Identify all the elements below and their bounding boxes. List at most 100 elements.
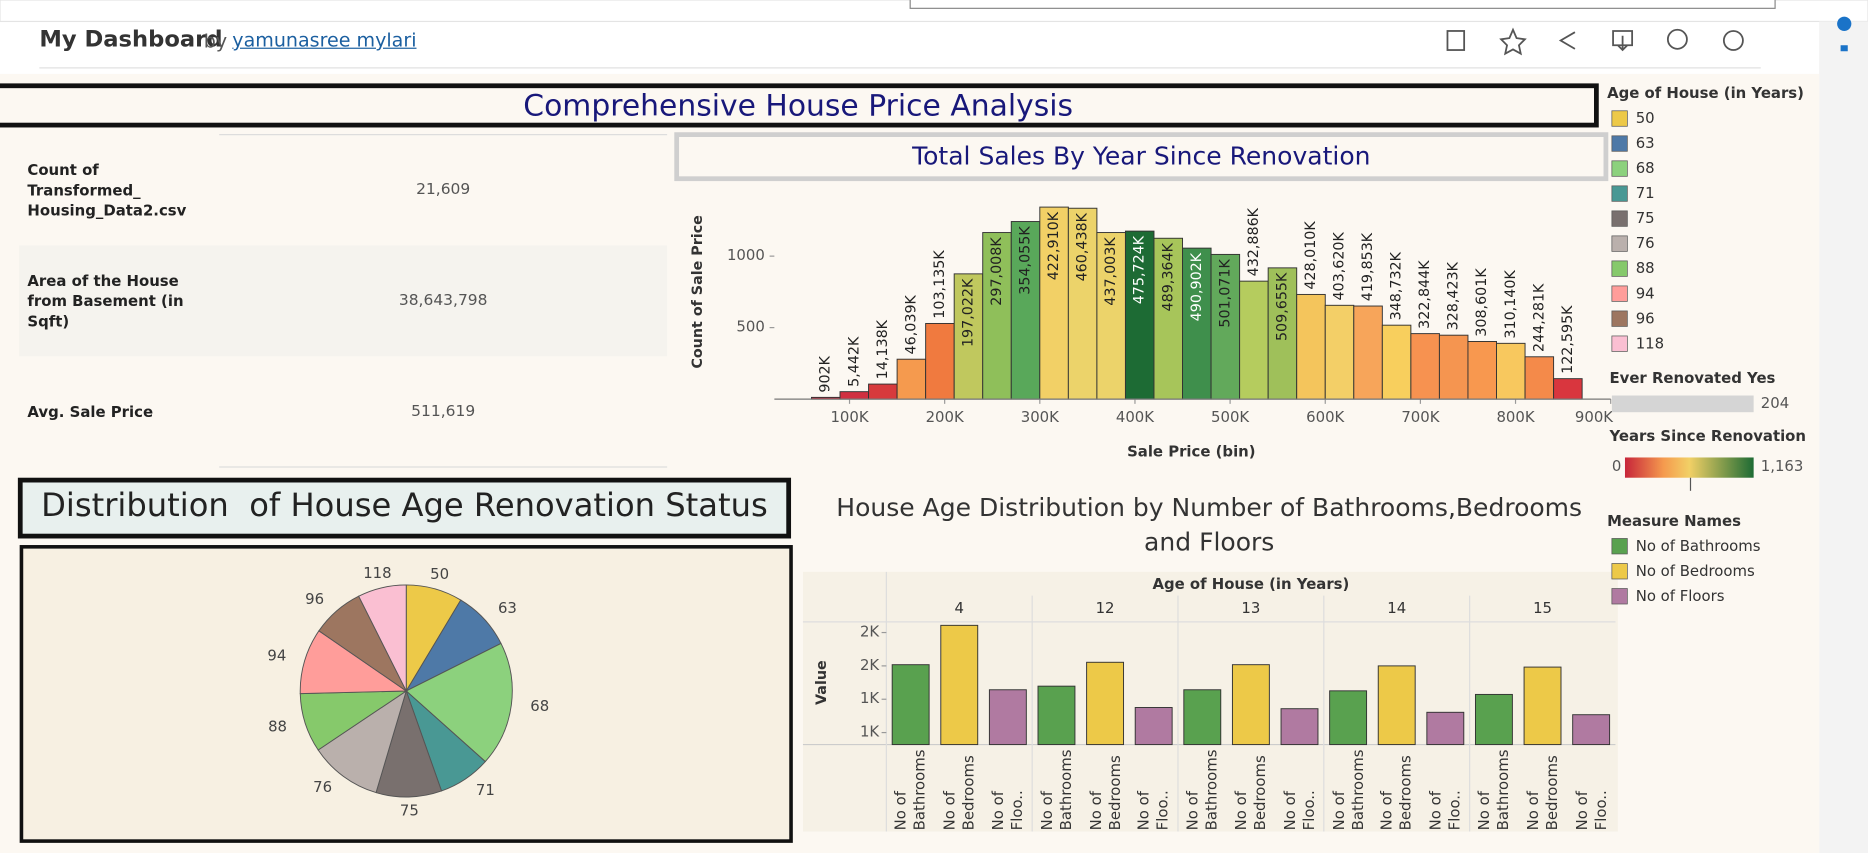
histogram-bar (1324, 304, 1355, 400)
histogram-bar (982, 232, 1012, 400)
bar-category-label: No of Bedrooms (1377, 755, 1415, 831)
pie-slice (405, 642, 513, 763)
bar-label: 460,438K (1075, 212, 1091, 281)
dashboard-name: My Dashboard (39, 26, 223, 53)
bar (1474, 693, 1513, 746)
bar-label: 122,595K (1560, 305, 1576, 374)
bar (1377, 665, 1416, 746)
settings-icon[interactable] (1722, 30, 1744, 51)
hist-title-box (674, 132, 1609, 182)
pie-label: 50 (430, 565, 449, 583)
y-tick-label: 1K (860, 723, 880, 741)
legend-swatch (1611, 110, 1628, 127)
bar-label: 197,022K (960, 278, 976, 347)
legend-title: Age of House (in Years) (1607, 84, 1804, 102)
favorite-icon[interactable] (1499, 27, 1527, 56)
bar-label: 310,140K (1503, 270, 1519, 339)
author-link[interactable]: yamunasree mylari (232, 28, 417, 52)
legend-label: 88 (1636, 259, 1655, 277)
legend-swatch (1611, 235, 1628, 252)
legend-label: 75 (1636, 209, 1655, 227)
bar (1086, 661, 1125, 746)
histogram-bar (1553, 378, 1583, 400)
legend-swatch (1611, 335, 1628, 352)
kpi-label: Avg. Sale Price (27, 402, 154, 421)
bar (1134, 707, 1173, 746)
legend-title: Years Since Renovation (1608, 427, 1806, 445)
facet-label: 4 (955, 599, 964, 617)
bar-category-label: No of Bedrooms (940, 755, 978, 831)
pie-slice (358, 584, 407, 692)
bar-category-label: No of Floo.. (988, 790, 1026, 831)
histogram-bar (868, 383, 898, 400)
toolbar (1446, 27, 1744, 56)
x-tick-label: 600K (1306, 408, 1345, 426)
kpi-row-bg (19, 245, 668, 357)
bar-label: 437,003K (1103, 237, 1119, 306)
bar-label: 428,010K (1303, 221, 1319, 290)
pie-label: 63 (498, 599, 517, 617)
histogram-bar (1496, 342, 1526, 400)
bar-label: 354,055K (1018, 226, 1034, 295)
legend-swatch (1611, 563, 1628, 580)
bar-label: 422,910K (1046, 211, 1062, 280)
bar-category-label: No of Bathrooms (1037, 749, 1075, 831)
histogram-bar (1353, 305, 1383, 400)
pie-title: Distribution of House Age Renovation Sta… (41, 487, 768, 525)
bar-label: 403,620K (1332, 231, 1348, 300)
histogram-bar (1410, 333, 1440, 400)
kpi-value: 38,643,798 (398, 291, 488, 310)
title-box (0, 83, 1599, 128)
edit-icon[interactable] (1446, 30, 1466, 51)
legend-label: 96 (1636, 309, 1655, 327)
bar-label: 902K (818, 355, 834, 392)
download-icon[interactable] (1612, 30, 1634, 52)
share-icon[interactable] (1558, 31, 1576, 50)
bar-title: House Age Distribution by Number of Bath… (836, 493, 1583, 557)
legend-swatch (1611, 285, 1628, 302)
size-legend-value: 204 (1761, 394, 1789, 412)
lightbulb-icon[interactable] (1837, 16, 1852, 52)
legend-title: Measure Names (1607, 512, 1741, 530)
bar-label: 501,071K (1217, 259, 1233, 328)
bar (1523, 666, 1562, 746)
histogram-bar (896, 358, 927, 400)
pie-label: 68 (530, 697, 549, 715)
legend-label: 63 (1636, 134, 1655, 152)
x-tick-label: 800K (1496, 408, 1535, 426)
y-tick-label: 1000 (727, 246, 765, 264)
bar-category-label: No of Floo.. (1280, 790, 1318, 831)
histogram-bar (925, 322, 955, 400)
bar-label: 489,364K (1160, 242, 1176, 311)
y-tick-label: 1K (860, 689, 880, 707)
pie-label: 75 (400, 801, 419, 819)
bar-label: 46,039K (903, 294, 919, 354)
side-panel (1819, 21, 1868, 853)
alert-icon[interactable] (1666, 28, 1688, 50)
y-axis-label: Value (814, 660, 830, 705)
bar-category-label: No of Bedrooms (1231, 755, 1269, 831)
y-tick-label: 2K (860, 656, 880, 674)
bar-label: 5,442K (846, 336, 862, 387)
search-box[interactable] (909, 0, 1776, 9)
histogram-bar (839, 391, 870, 400)
legend-swatch (1611, 538, 1628, 555)
legend-swatch (1611, 185, 1628, 202)
y-tick-label: 2K (860, 623, 880, 641)
bar (891, 664, 930, 746)
legend-label: 94 (1636, 284, 1655, 302)
x-tick-label: 200K (926, 408, 965, 426)
bar-label: 322,844K (1417, 260, 1433, 329)
pie-title-box (17, 477, 792, 539)
bar-label: 103,135K (932, 250, 948, 319)
x-tick-label: 100K (830, 408, 869, 426)
bar (1280, 708, 1319, 746)
bar-category-label: No of Floo.. (1134, 790, 1172, 831)
legend-swatch (1611, 310, 1628, 327)
bar-label: 509,655K (1274, 272, 1290, 341)
x-tick-label: 400K (1116, 408, 1155, 426)
bar-label: 475,724K (1132, 235, 1148, 304)
histogram-bar (1153, 237, 1184, 400)
legend-swatch (1611, 588, 1628, 605)
legend-title: Ever Renovated Yes (1609, 369, 1775, 387)
